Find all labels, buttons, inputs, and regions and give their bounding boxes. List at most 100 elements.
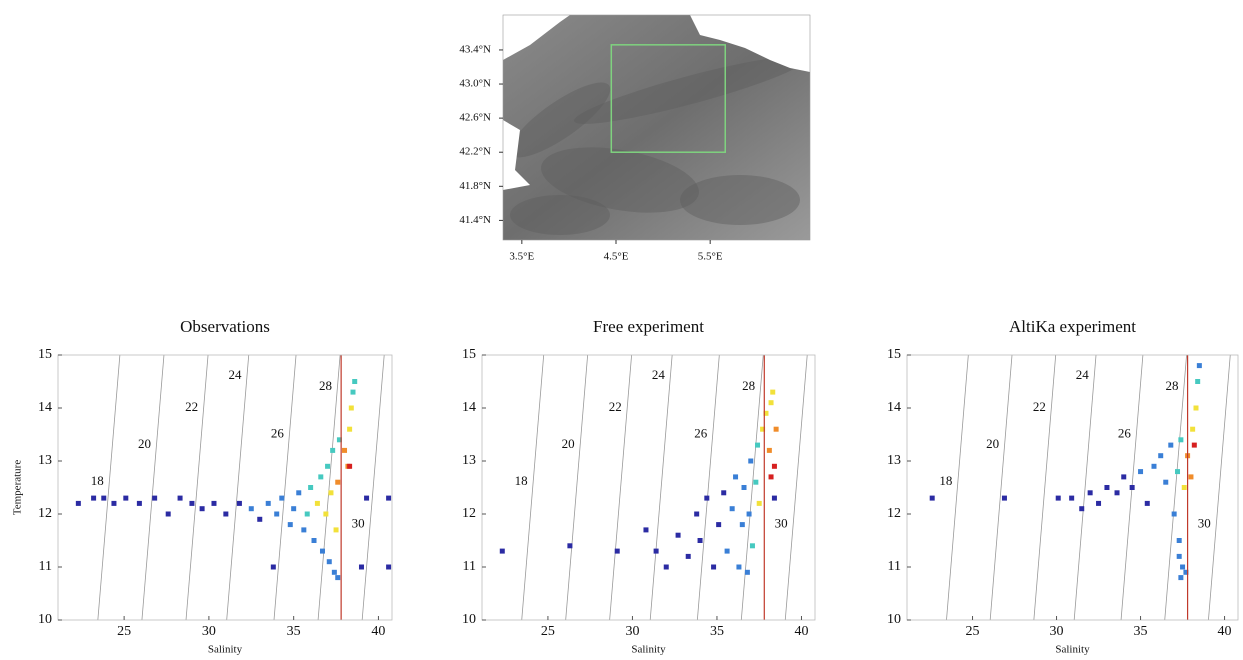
- x-axis-label: Salinity: [208, 644, 243, 656]
- histogram-cell: [249, 506, 254, 511]
- isopycnal-label: 26: [1118, 425, 1132, 440]
- y-tick-label: 11: [39, 559, 52, 574]
- sea-texture: [680, 175, 800, 225]
- histogram-cell: [1163, 480, 1168, 485]
- histogram-cell: [347, 464, 352, 469]
- histogram-cell: [664, 565, 669, 570]
- isopycnal: [1034, 355, 1056, 620]
- x-tick-label: 25: [541, 624, 555, 639]
- histogram-cell: [1178, 437, 1183, 442]
- histogram-cell: [271, 565, 276, 570]
- x-tick-label: 25: [966, 624, 980, 639]
- histogram-cell: [335, 480, 340, 485]
- histogram-cell: [654, 549, 659, 554]
- histogram-cell: [1121, 474, 1126, 479]
- isopycnal-label: 30: [352, 516, 365, 531]
- histogram-cell: [323, 512, 328, 517]
- histogram-cell: [755, 443, 760, 448]
- axes-frame: [58, 355, 392, 620]
- histogram-cell: [1180, 565, 1185, 570]
- isopycnal: [1074, 355, 1096, 620]
- isopycnal: [697, 355, 719, 620]
- isopycnal: [785, 355, 807, 620]
- histogram-cell: [643, 527, 648, 532]
- histogram-cell: [351, 390, 356, 395]
- isopycnal: [990, 355, 1012, 620]
- isopycnal-label: 28: [742, 378, 755, 393]
- y-tick-label: 41.4°N: [459, 214, 491, 226]
- y-tick-label: 15: [38, 347, 52, 362]
- histogram-cell: [335, 575, 340, 580]
- y-tick-label: 12: [462, 506, 476, 521]
- histogram-cell: [686, 554, 691, 559]
- isopycnal: [186, 355, 208, 620]
- histogram-cell: [1130, 485, 1135, 490]
- histogram-cell: [769, 474, 774, 479]
- histogram-cell: [279, 496, 284, 501]
- x-tick-label: 4.5°E: [604, 251, 629, 263]
- y-tick-label: 10: [462, 612, 476, 627]
- histogram-cell: [237, 501, 242, 506]
- plot-area: [500, 355, 807, 620]
- y-axis-label: Temperature: [12, 460, 24, 516]
- histogram-cell: [733, 474, 738, 479]
- x-tick-label: 30: [625, 624, 639, 639]
- histogram-cell: [266, 501, 271, 506]
- histogram-cell: [291, 506, 296, 511]
- histogram-cell: [386, 565, 391, 570]
- histogram-cell: [152, 496, 157, 501]
- histogram-cell: [137, 501, 142, 506]
- x-tick-label: 3.5°E: [509, 251, 534, 263]
- histogram-cell: [1104, 485, 1109, 490]
- histogram-cell: [1138, 469, 1143, 474]
- chart-title: AltiKa experiment: [1009, 317, 1136, 336]
- histogram-cell: [1195, 379, 1200, 384]
- plot-area: [930, 355, 1231, 620]
- isopycnal-label: 24: [1076, 367, 1090, 382]
- y-tick-label: 14: [462, 400, 476, 415]
- histogram-cell: [730, 506, 735, 511]
- histogram-cell: [1190, 427, 1195, 432]
- isopycnal: [1208, 355, 1230, 620]
- isopycnal-label: 18: [91, 473, 104, 488]
- sea-texture: [510, 195, 610, 235]
- x-tick-label: 35: [1134, 624, 1148, 639]
- isopycnal-label: 20: [986, 436, 999, 451]
- histogram-cell: [91, 496, 96, 501]
- y-tick-label: 12: [887, 506, 901, 521]
- isopycnal: [650, 355, 672, 620]
- histogram-cell: [1096, 501, 1101, 506]
- isopycnal: [610, 355, 632, 620]
- histogram-cell: [1069, 496, 1074, 501]
- histogram-cell: [704, 496, 709, 501]
- isopycnal: [274, 355, 296, 620]
- x-tick-label: 25: [117, 624, 131, 639]
- plot-area: [76, 355, 391, 620]
- axes-frame: [907, 355, 1238, 620]
- y-tick-label: 12: [38, 506, 52, 521]
- isopycnal-label: 24: [228, 367, 242, 382]
- histogram-cell: [716, 522, 721, 527]
- histogram-cell: [101, 496, 106, 501]
- histogram-cell: [757, 501, 762, 506]
- x-tick-label: 40: [371, 624, 385, 639]
- histogram-cell: [296, 490, 301, 495]
- isopycnal-label: 30: [775, 516, 788, 531]
- histogram-cell: [770, 390, 775, 395]
- isopycnal-label: 20: [562, 436, 575, 451]
- x-tick-label: 35: [287, 624, 301, 639]
- isopycnal: [566, 355, 588, 620]
- isopycnal: [362, 355, 384, 620]
- histogram-cell: [342, 448, 347, 453]
- histogram-cell: [1002, 496, 1007, 501]
- x-tick-label: 5.5°E: [698, 251, 723, 263]
- histogram-cell: [748, 459, 753, 464]
- figure: 3.5°E4.5°E5.5°E41.4°N41.8°N42.2°N42.6°N4…: [0, 0, 1243, 660]
- histogram-cell: [200, 506, 205, 511]
- isopycnal-label: 22: [609, 399, 622, 414]
- isopycnal-label: 22: [1033, 399, 1046, 414]
- y-tick-label: 11: [463, 559, 476, 574]
- histogram-cell: [725, 549, 730, 554]
- histogram-cell: [676, 533, 681, 538]
- histogram-cell: [111, 501, 116, 506]
